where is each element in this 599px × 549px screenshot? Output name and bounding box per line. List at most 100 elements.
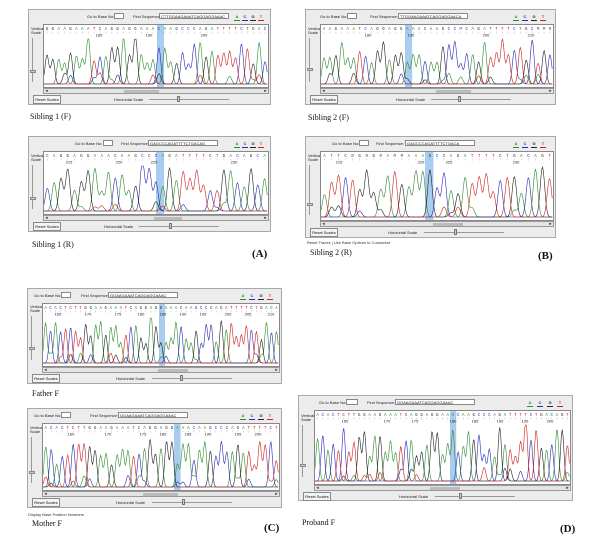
scrollbar-thumb[interactable] <box>430 487 460 490</box>
vertical-scale-handle[interactable] <box>29 471 35 474</box>
scroll-right-arrow[interactable]: ► <box>565 485 570 490</box>
find-sequence-input[interactable]: GGAAGAAATCAGGAGGAAAC <box>395 399 475 405</box>
trace-toggle-t[interactable]: T <box>258 14 264 21</box>
horizontal-scale-handle[interactable] <box>454 229 457 235</box>
reset-scales-button[interactable]: Reset Scales <box>32 498 60 507</box>
scrollbar-thumb[interactable] <box>433 223 463 226</box>
trace-toggle-a[interactable]: A <box>240 413 246 420</box>
trace-toggle-c[interactable]: C <box>249 293 255 300</box>
scrollbar-thumb[interactable] <box>158 369 188 372</box>
highlight-band <box>174 424 181 490</box>
trace-toggle-c[interactable]: C <box>522 141 528 148</box>
reset-scales-button[interactable]: Reset Scales <box>310 228 338 237</box>
trace-toggle-c[interactable]: C <box>522 14 528 21</box>
trace-toggle-c[interactable]: C <box>537 400 543 407</box>
find-sequence-input[interactable]: TTGGAAGAAATCAGGAGGAACA <box>398 13 468 19</box>
find-sequence-input[interactable]: GGAAGAAATCAGGAGGAAAC <box>108 292 178 298</box>
trace-toggle-g[interactable]: G <box>258 413 264 420</box>
horizontal-scrollbar[interactable]: ◄ ► <box>43 88 269 94</box>
scroll-left-arrow[interactable]: ◄ <box>321 221 326 226</box>
find-sequence-input[interactable]: GAGCCCAGATTTTCTGACAG <box>148 140 218 146</box>
trace-toggle-a[interactable]: A <box>234 14 240 21</box>
trace-toggle-a[interactable]: A <box>234 141 240 148</box>
horizontal-scrollbar[interactable]: ◄ ► <box>42 367 280 373</box>
horizontal-scrollbar[interactable]: ◄ ► <box>314 485 571 491</box>
scroll-left-arrow[interactable]: ◄ <box>321 88 326 93</box>
trace-toggle-a[interactable]: A <box>240 293 246 300</box>
goto-base-input[interactable] <box>347 13 357 19</box>
trace-toggle-t[interactable]: T <box>267 413 273 420</box>
scroll-right-arrow[interactable]: ► <box>274 367 279 372</box>
trace-toggle-a[interactable]: A <box>513 14 519 21</box>
horizontal-scale-handle[interactable] <box>458 96 461 102</box>
trace-toggle-t[interactable]: T <box>540 14 546 21</box>
horizontal-scrollbar[interactable]: ◄ ► <box>43 215 269 221</box>
horizontal-scale-handle[interactable] <box>169 223 172 229</box>
vertical-scale-handle[interactable] <box>300 464 306 467</box>
reset-scales-button[interactable]: Reset Scales <box>303 492 331 501</box>
scroll-right-arrow[interactable]: ► <box>548 88 553 93</box>
scroll-right-arrow[interactable]: ► <box>274 491 279 496</box>
find-sequence-input[interactable]: GGAAGAAATCAGGAGGAAAC <box>118 412 188 418</box>
base-position-number: 170 <box>105 432 112 437</box>
vertical-scale-handle[interactable] <box>30 197 36 200</box>
horizontal-scrollbar[interactable]: ◄ ► <box>320 221 554 227</box>
trace-toggle-g[interactable]: G <box>250 14 256 21</box>
reset-scales-button[interactable]: Reset Scales <box>310 95 338 104</box>
goto-base-input[interactable] <box>359 140 369 146</box>
scroll-left-arrow[interactable]: ◄ <box>44 88 49 93</box>
base-call-letter: A <box>483 28 486 32</box>
base-call-letter: C <box>270 427 273 431</box>
trace-toggle-c[interactable]: C <box>242 14 248 21</box>
reset-scales-button[interactable]: Reset Scales <box>33 222 61 231</box>
trace-toggle-c[interactable]: C <box>242 141 248 148</box>
trace-toggle-g[interactable]: G <box>250 141 256 148</box>
scroll-right-arrow[interactable]: ► <box>263 88 268 93</box>
scrollbar-thumb[interactable] <box>143 493 178 496</box>
trace-toggle-g[interactable]: G <box>258 293 264 300</box>
reset-scales-button[interactable]: Reset Scales <box>32 374 60 383</box>
scroll-left-arrow[interactable]: ◄ <box>43 367 48 372</box>
scrollbar-thumb[interactable] <box>154 217 182 220</box>
horizontal-scrollbar[interactable]: ◄ ► <box>42 491 280 497</box>
goto-base-input[interactable] <box>346 399 358 405</box>
vertical-scale-handle[interactable] <box>307 68 313 71</box>
trace-toggle-c[interactable]: C <box>249 413 255 420</box>
horizontal-scrollbar[interactable]: ◄ ► <box>320 88 554 94</box>
caption-proband-forward: Proband F <box>302 518 336 527</box>
goto-base-input[interactable] <box>103 140 113 146</box>
trace-toggle-g[interactable]: G <box>547 400 553 407</box>
trace-toggle-a[interactable]: A <box>527 400 533 407</box>
trace-toggle-g[interactable]: G <box>531 141 537 148</box>
scroll-right-arrow[interactable]: ► <box>263 215 268 220</box>
scrollbar-thumb[interactable] <box>436 90 471 93</box>
base-call-letter: C <box>257 155 260 159</box>
trace-toggle-t[interactable]: T <box>258 141 264 148</box>
vertical-scale-handle[interactable] <box>29 347 35 350</box>
goto-base-input[interactable] <box>61 292 71 298</box>
goto-base-input[interactable] <box>61 412 71 418</box>
trace-toggle-t[interactable]: T <box>540 141 546 148</box>
scroll-left-arrow[interactable]: ◄ <box>315 485 320 490</box>
scroll-right-arrow[interactable]: ► <box>548 221 553 226</box>
base-call-letter: A <box>99 307 102 311</box>
scrollbar-thumb[interactable] <box>124 90 159 93</box>
horizontal-scale-handle[interactable] <box>177 96 180 102</box>
trace-toggle-a[interactable]: A <box>513 141 519 148</box>
find-sequence-input[interactable]: GAGCCCAGATTTTCTGACA <box>405 140 475 146</box>
horizontal-scale-handle[interactable] <box>180 375 183 381</box>
reset-scales-button[interactable]: Reset Scales <box>33 95 61 104</box>
horizontal-scale-handle[interactable] <box>459 493 462 499</box>
vertical-scale-handle[interactable] <box>307 203 313 206</box>
scroll-left-arrow[interactable]: ◄ <box>43 491 48 496</box>
find-sequence-input[interactable]: CTTGGAAGAAATCAGGAGGAAAC <box>159 13 229 19</box>
trace-toggle-t[interactable]: T <box>557 400 563 407</box>
trace-toggle-g[interactable]: G <box>531 14 537 21</box>
base-call-letter: A <box>204 427 207 431</box>
trace-toggle-t[interactable]: T <box>267 293 273 300</box>
base-call-letter: T <box>275 427 278 431</box>
goto-base-input[interactable] <box>114 13 124 19</box>
horizontal-scale-handle[interactable] <box>182 499 185 505</box>
vertical-scale-handle[interactable] <box>30 70 36 73</box>
scroll-left-arrow[interactable]: ◄ <box>44 215 49 220</box>
